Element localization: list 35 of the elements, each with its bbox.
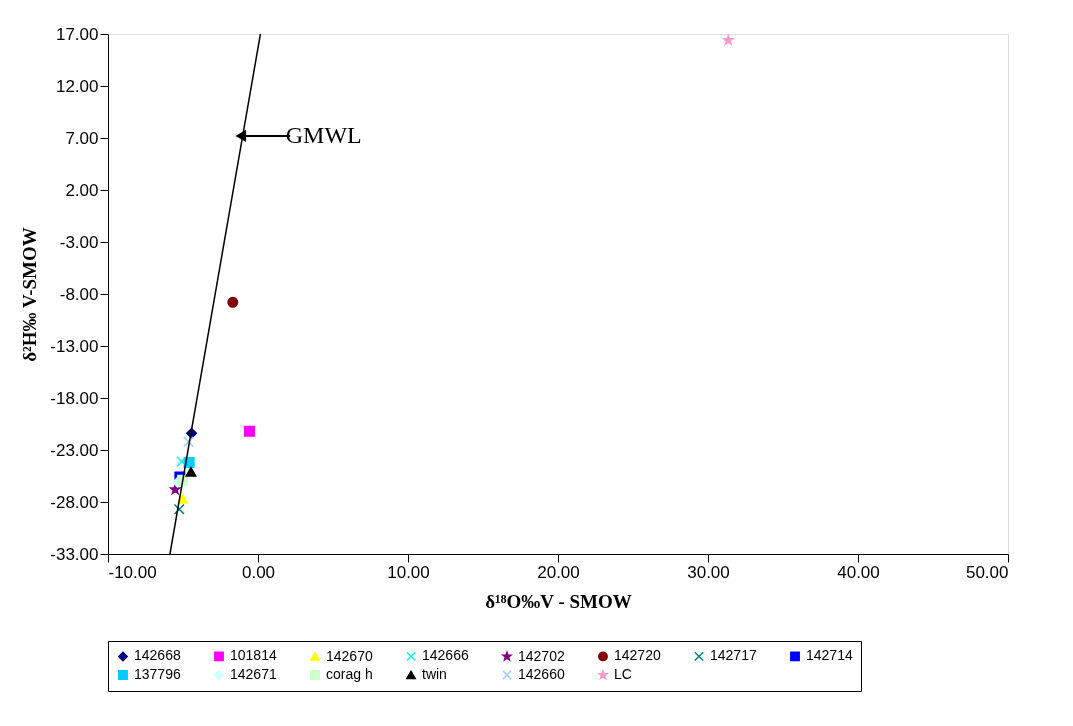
x-tick-label: -10.00 [108,562,157,582]
legend-label: 142668 [134,647,181,664]
y-tick-label: -8.00 [59,284,99,304]
legend-label: 142714 [806,647,853,664]
y-tick-label: 2.00 [65,180,99,200]
y-tick-label: 17.00 [55,24,99,44]
y-tick-label: -28.00 [50,492,99,512]
y-tick-label: -33.00 [50,544,99,564]
x-tick-label: 0.00 [241,562,276,582]
x-axis-title: δ¹⁸O‰V - SMOW [485,590,632,612]
legend-label: 142666 [422,647,469,664]
legend-label: 142670 [326,647,373,664]
legend-label: 101814 [230,647,277,664]
legend-label: corag h [326,666,373,682]
y-tick-label: -23.00 [50,440,99,460]
y-axis-title: δ²H‰ V-SMOW [19,227,41,362]
y-tick-label: -3.00 [59,232,99,252]
x-tick-label: 50.00 [965,562,1009,582]
y-tick-label: 7.00 [65,128,99,148]
x-tick-label: 40.00 [837,562,880,582]
legend-label: 142720 [614,647,661,664]
x-tick-label: 10.00 [387,562,430,582]
legend-label: 142702 [518,647,565,664]
legend-label: 142717 [710,647,757,664]
y-tick-label: -18.00 [50,388,99,408]
x-tick-label: 30.00 [687,562,730,582]
y-tick-label: 12.00 [55,76,99,96]
legend-label: twin [422,666,447,682]
legend-label: 142660 [518,666,565,682]
annotation: GMWL [285,121,362,148]
y-tick-label: -13.00 [50,336,99,356]
x-tick-label: 20.00 [537,562,580,582]
legend-label: 137796 [134,666,181,682]
legend-label: LC [614,666,632,682]
legend-label: 142671 [230,666,277,682]
